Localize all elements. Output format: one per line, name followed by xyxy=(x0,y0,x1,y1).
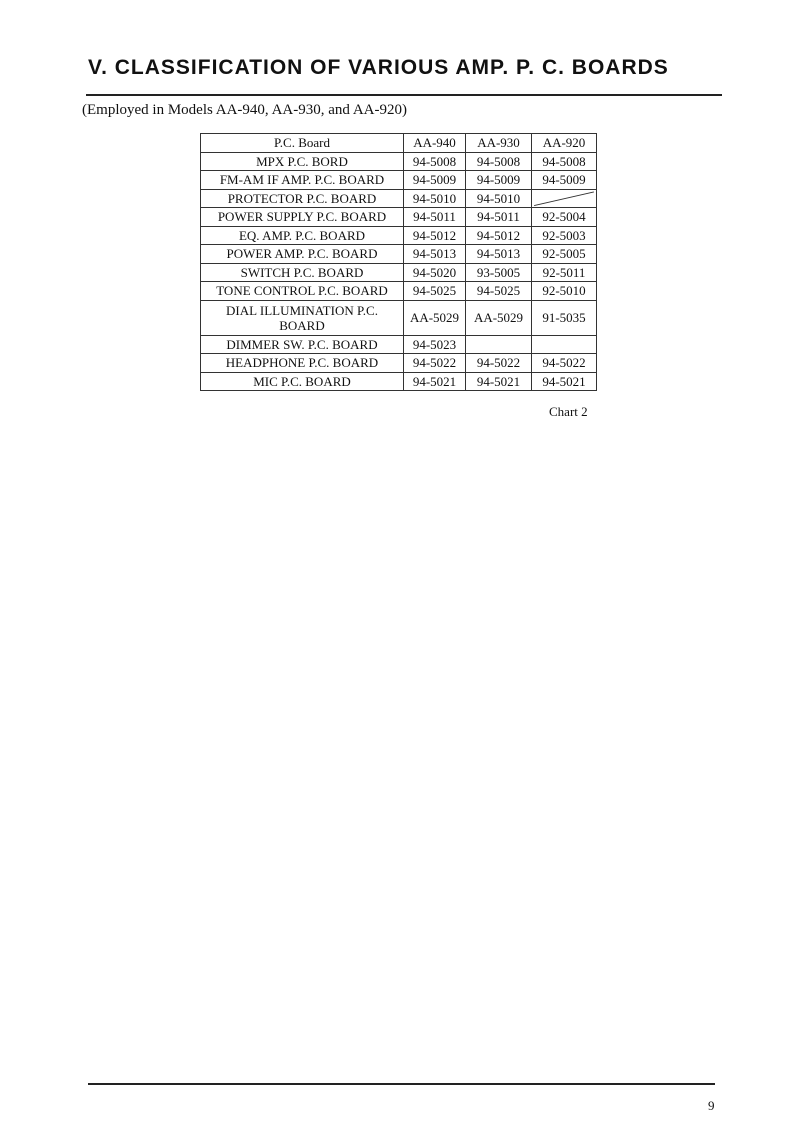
board-name-cell: POWER SUPPLY P.C. BOARD xyxy=(200,207,404,227)
part-number-cell: 94-5008 xyxy=(465,151,532,171)
board-name-cell: PROTECTOR P.C. BOARD xyxy=(200,188,404,208)
part-number-cell: AA-5029 xyxy=(465,299,532,336)
table-row: EQ. AMP. P.C. BOARD 94-5012 94-5012 92-5003 xyxy=(200,225,597,245)
part-number-cell: 94-5008 xyxy=(531,151,597,171)
part-number-cell: AA-5029 xyxy=(403,299,466,336)
part-number-cell: 94-5012 xyxy=(403,225,466,245)
part-number-cell: 94-5013 xyxy=(465,244,532,264)
part-number-cell: 94-5010 xyxy=(465,188,532,208)
table-row: POWER AMP. P.C. BOARD 94-5013 94-5013 92-50… xyxy=(200,244,597,264)
part-number-cell: 91-5035 xyxy=(531,299,597,336)
chart-caption: Chart 2 xyxy=(549,404,588,419)
part-number-cell: 94-5025 xyxy=(465,281,532,301)
board-name-cell: DIMMER SW. P.C. BOARD xyxy=(200,334,404,354)
board-name-cell: MPX P.C. BORD xyxy=(200,151,404,171)
section-title: V. CLASSIFICATION OF VARIOUS AMP. P. C. … xyxy=(88,56,669,79)
table-row: SWITCH P.C. BOARD 94-5020 93-5005 92-5011 xyxy=(200,262,597,282)
part-number-cell: 94-5022 xyxy=(465,353,532,373)
part-number-cell: 94-5008 xyxy=(403,151,466,171)
table-row: DIMMER SW. P.C. BOARD 94-5023 xyxy=(200,334,597,354)
part-number-cell: 94-5010 xyxy=(403,188,466,208)
table-row: TONE CONTROL P.C. BOARD 94-5025 94-5025 92-… xyxy=(200,281,597,301)
part-number-cell: 94-5022 xyxy=(531,353,597,373)
part-number-cell: 94-5023 xyxy=(403,334,466,354)
header-cell: P.C. Board xyxy=(200,133,404,153)
part-number-cell: 93-5005 xyxy=(465,262,532,282)
table-row: MPX P.C. BORD 94-5008 94-5008 94-5008 xyxy=(200,151,597,171)
part-number-cell xyxy=(465,334,532,354)
board-name-cell: DIAL ILLUMINATION P.C. BOARD xyxy=(200,299,404,336)
part-number-cell: 94-5009 xyxy=(465,170,532,190)
part-number-cell: 92-5011 xyxy=(531,262,597,282)
part-number-cell: 94-5009 xyxy=(531,170,597,190)
board-name-cell: FM-AM IF AMP. P.C. BOARD xyxy=(200,170,404,190)
part-number-cell: 94-5022 xyxy=(403,353,466,373)
part-number-cell: 94-5021 xyxy=(465,371,532,391)
part-number-cell: 94-5021 xyxy=(403,371,466,391)
top-rule xyxy=(86,94,722,96)
bottom-rule xyxy=(88,1083,715,1085)
subtitle: (Employed in Models AA-940, AA-930, and … xyxy=(82,102,407,118)
part-number-cell: 94-5012 xyxy=(465,225,532,245)
board-name-cell: MIC P.C. BOARD xyxy=(200,371,404,391)
part-number-cell: 94-5025 xyxy=(403,281,466,301)
part-number-cell: 94-5011 xyxy=(403,207,466,227)
part-number-cell xyxy=(531,334,597,354)
part-number-cell: 92-5005 xyxy=(531,244,597,264)
part-number-cell: 92-5004 xyxy=(531,207,597,227)
page-number: 9 xyxy=(708,1098,715,1113)
header-cell: AA-920 xyxy=(531,133,597,153)
part-number-cell: 94-5020 xyxy=(403,262,466,282)
table-row: POWER SUPPLY P.C. BOARD 94-5011 94-5011 92-… xyxy=(200,207,597,227)
part-number-cell: 94-5011 xyxy=(465,207,532,227)
part-number-cell: 92-5003 xyxy=(531,225,597,245)
board-name-cell: POWER AMP. P.C. BOARD xyxy=(200,244,404,264)
table-row: FM-AM IF AMP. P.C. BOARD 94-5009 94-5009 94… xyxy=(200,170,597,190)
board-name-cell: EQ. AMP. P.C. BOARD xyxy=(200,225,404,245)
part-number-cell: 94-5013 xyxy=(403,244,466,264)
board-name-cell: SWITCH P.C. BOARD xyxy=(200,262,404,282)
table-row: PROTECTOR P.C. BOARD 94-5010 94-5010 xyxy=(200,188,597,208)
table-row: DIAL ILLUMINATION P.C. BOARD AA-5029 AA-50… xyxy=(200,299,597,336)
table-row: HEADPHONE P.C. BOARD 94-5022 94-5022 94-502… xyxy=(200,353,597,373)
part-number-cell: 94-5021 xyxy=(531,371,597,391)
table-header-row: P.C. Board AA-940 AA-930 AA-920 xyxy=(200,133,597,153)
pc-board-table: P.C. Board AA-940 AA-930 AA-920 MPX P.C.… xyxy=(200,133,597,391)
not-applicable-cell xyxy=(531,188,597,208)
table-row: MIC P.C. BOARD 94-5021 94-5021 94-5021 xyxy=(200,371,597,391)
header-cell: AA-940 xyxy=(403,133,466,153)
header-cell: AA-930 xyxy=(465,133,532,153)
board-name-cell: HEADPHONE P.C. BOARD xyxy=(200,353,404,373)
part-number-cell: 92-5010 xyxy=(531,281,597,301)
part-number-cell: 94-5009 xyxy=(403,170,466,190)
board-name-cell: TONE CONTROL P.C. BOARD xyxy=(200,281,404,301)
